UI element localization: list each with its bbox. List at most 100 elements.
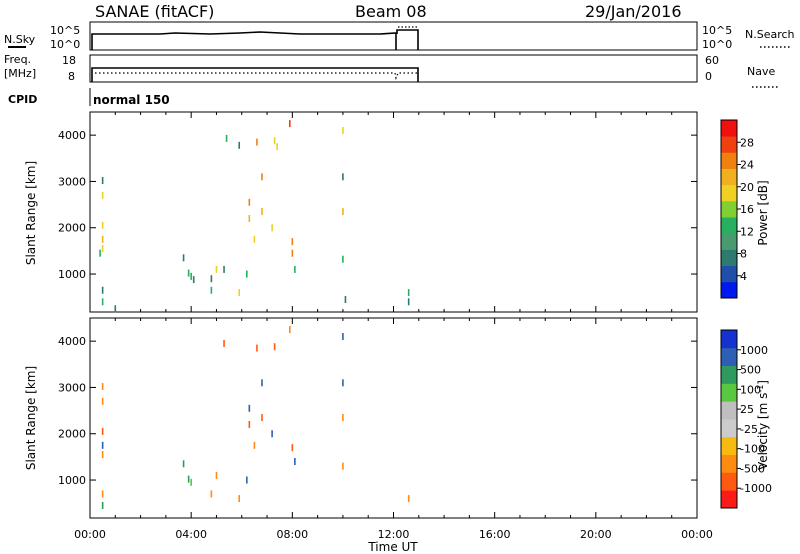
velocity-echo: [101, 451, 104, 459]
nsky-panel: N.Sky 10^5 10^0 10^5 10^0 N.Search: [4, 21, 795, 51]
velocity-echo: [342, 462, 344, 470]
velocity-echo: [223, 339, 225, 347]
power-echo: [342, 173, 344, 181]
velocity-echo: [101, 383, 104, 391]
cpid-text: normal 150: [93, 93, 170, 107]
colorbar-segment: [721, 136, 737, 153]
freq-tick-bottom: 8: [68, 70, 75, 83]
power-echo: [190, 272, 192, 280]
velocity-echo: [101, 427, 104, 435]
power-echo: [114, 305, 117, 313]
velocity-echo: [182, 460, 185, 468]
power-echo: [101, 235, 104, 243]
velocity-echo: [271, 430, 273, 438]
power-echo: [291, 238, 294, 246]
date-title: 29/Jan/2016: [585, 2, 682, 21]
power-echo: [256, 138, 258, 146]
power-echo: [210, 275, 213, 283]
power-echo: [101, 191, 104, 199]
colorbar-segment: [721, 472, 737, 491]
power-echo: [407, 289, 410, 297]
velocity-echo: [210, 490, 213, 498]
nave-trace: [95, 72, 418, 81]
power-echo: [342, 255, 344, 263]
colorbar-segment: [721, 120, 737, 137]
colorbar-tick-label: 20: [740, 181, 754, 194]
power-echo: [271, 224, 273, 232]
colorbar-segment: [721, 249, 737, 267]
power-panel: Slant Range [km] 1000 2000 3000 4000: [24, 111, 698, 313]
power-echo: [248, 214, 251, 222]
freq-tick-top: 18: [62, 54, 76, 67]
colorbar-tick-label: 12: [740, 225, 754, 238]
velocity-echo: [238, 495, 241, 503]
colorbar-segment: [721, 401, 737, 420]
velocity-echo: [215, 471, 218, 479]
nsearch-label: N.Search: [745, 28, 795, 41]
colorbar-tick-label: -500: [740, 462, 765, 475]
colorbar-segment: [721, 217, 737, 234]
y-tick-label: 1000: [58, 474, 86, 487]
power-echo: [246, 270, 248, 278]
power-colorbar-label: Power [dB]: [756, 180, 770, 245]
nsearch-tick-top: 10^5: [702, 24, 732, 37]
x-axis-label: Time UT: [367, 540, 418, 554]
colorbar-tick-label: 1000: [740, 344, 768, 357]
x-tick-label: 16:00: [479, 528, 511, 541]
velocity-echo: [101, 502, 104, 509]
colorbar-segment: [721, 152, 737, 169]
velocity-colorbar-label: Velocity [m s-1]: [756, 380, 771, 470]
y-tick-label: 4000: [58, 129, 86, 142]
power-echo: [342, 208, 344, 216]
power-echo: [276, 143, 278, 151]
nsky-tick-bottom: 10^0: [50, 38, 80, 51]
power-echo: [407, 298, 410, 306]
power-echo: [289, 120, 291, 128]
velocity-echo: [342, 379, 344, 387]
nave-label: Nave: [747, 65, 775, 78]
power-echo: [273, 137, 276, 145]
velocity-echo: [246, 476, 248, 484]
colorbar-tick-label: -25: [740, 423, 758, 436]
freq-label-1: Freq.: [4, 53, 31, 66]
velocity-echo: [291, 444, 294, 452]
power-echo: [261, 208, 263, 216]
power-echo: [101, 177, 104, 185]
power-echo: [225, 134, 228, 142]
velocity-colorbar: Velocity [m s-1] -1000 -500 -100 -25 25 100 50…: [720, 329, 772, 509]
colorbar-segment: [721, 454, 737, 473]
colorbar-segment: [721, 281, 737, 299]
y-tick-label: 4000: [58, 335, 86, 348]
power-echo: [101, 245, 104, 253]
velocity-echo: [248, 420, 251, 428]
velocity-ylabel: Slant Range [km]: [24, 366, 38, 470]
velocity-echo: [187, 475, 190, 483]
velocity-echo: [101, 490, 104, 498]
colorbar-tick-label: 16: [740, 203, 754, 216]
power-echo: [101, 286, 104, 294]
power-echo: [101, 221, 104, 229]
velocity-echo: [294, 458, 296, 466]
velocity-echo: [273, 343, 276, 351]
power-echo: [187, 269, 190, 277]
power-echo: [261, 173, 263, 181]
colorbar-frame: [720, 329, 738, 509]
velocity-echo: [342, 414, 344, 422]
nsearch-tick-bottom: 10^0: [702, 38, 732, 51]
power-echo: [344, 296, 347, 303]
nave-tick-top: 60: [705, 54, 719, 67]
colorbar-segment: [721, 184, 737, 202]
y-tick-label: 3000: [58, 175, 86, 188]
power-echo: [223, 265, 225, 273]
colorbar-segment: [721, 383, 737, 402]
cpid-label: CPID: [8, 93, 37, 106]
x-tick-label: 08:00: [276, 528, 308, 541]
station-title: SANAE (fitACF): [95, 2, 214, 21]
power-echo: [248, 198, 251, 206]
power-echo: [210, 286, 213, 294]
colorbar-tick-label: 500: [740, 364, 761, 377]
velocity-echo: [289, 326, 291, 334]
velocity-echo: [342, 333, 344, 341]
beam-title: Beam 08: [355, 2, 427, 21]
colorbar-segment: [721, 233, 737, 250]
